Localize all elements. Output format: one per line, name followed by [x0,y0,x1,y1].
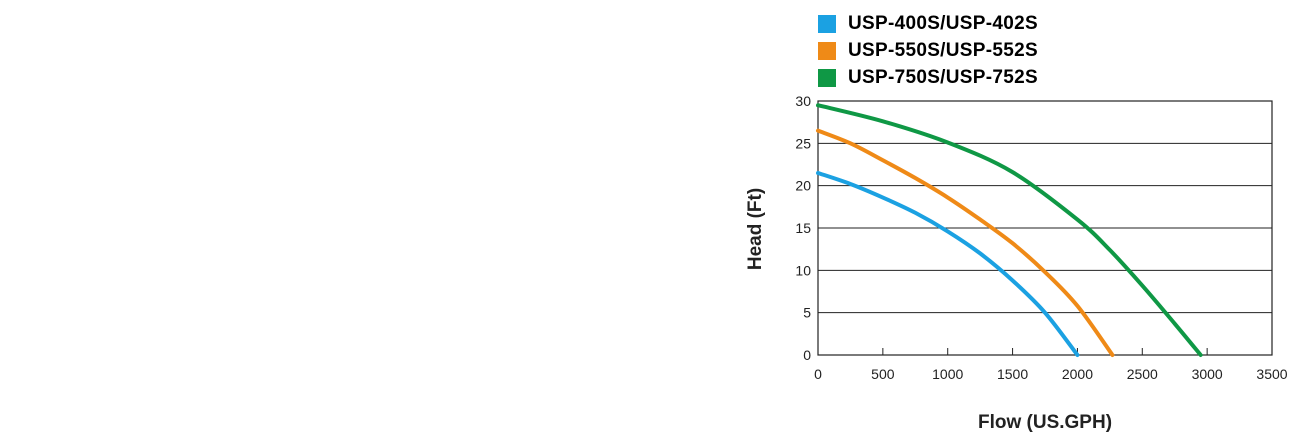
y-tick-label: 10 [795,262,811,278]
legend-swatch [818,14,836,33]
x-tick-label: 1000 [932,366,963,382]
x-tick-label: 3500 [1256,366,1287,382]
legend-label: USP-400S/USP-402S [848,12,1038,34]
series-line [816,103,1203,357]
legend-label: USP-750S/USP-752S [848,66,1038,88]
x-tick-label: 500 [871,366,895,382]
y-tick-label: 20 [795,178,811,194]
x-tick-label: 0 [814,366,822,382]
x-tick-label: 1500 [997,366,1028,382]
legend-item: USP-750S/USP-752S [818,64,1038,91]
y-tick-label: 25 [795,135,811,151]
x-axis-label: Flow (US.GPH) [978,412,1112,433]
y-tick-label: 0 [803,347,811,363]
x-tick-label: 2000 [1062,366,1093,382]
x-tick-label: 3000 [1192,366,1223,382]
legend-swatch [818,41,836,60]
legend: USP-400S/USP-402S USP-550S/USP-552S USP-… [818,10,1038,91]
series-line [816,170,1080,357]
legend-swatch [818,68,836,87]
y-tick-label: 30 [795,93,811,109]
series-line [816,128,1115,357]
legend-label: USP-550S/USP-552S [848,39,1038,61]
y-tick-label: 5 [803,305,811,321]
legend-item: USP-550S/USP-552S [818,37,1038,64]
y-axis-label: Head (Ft) [745,188,766,270]
x-tick-label: 2500 [1127,366,1158,382]
legend-item: USP-400S/USP-402S [818,10,1038,37]
y-tick-label: 15 [795,220,811,236]
